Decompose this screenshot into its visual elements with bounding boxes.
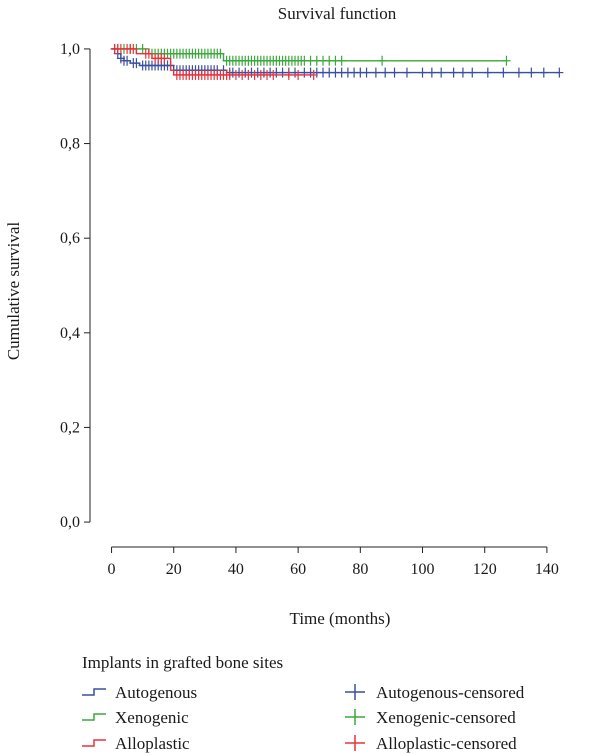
y-tick-label: 1,0 [60,41,80,58]
axes: 0,0 0,2 0,4 0,6 0,8 1,0 0 20 40 60 80 100 120 140 [60,41,559,578]
censor-mark [468,67,477,78]
censor-mark [527,67,536,78]
censor-mark [555,67,564,78]
censor-mark [144,48,153,59]
censor-mark [427,67,436,78]
censor-mark [371,67,380,78]
censor-mark [381,67,390,78]
legend: Autogenous Autogenous-censored Xenogenic Xe… [82,683,525,753]
x-tick-label: 40 [228,561,244,578]
legend-item: Xenogenic [82,708,189,727]
series-alloplastic [110,43,318,80]
censor-mark [458,67,467,78]
legend-item: Autogenous [82,683,197,702]
chart-title: Survival function [278,4,397,23]
legend-label: Autogenous-censored [376,683,525,702]
legend-label: Autogenous [115,683,197,702]
censor-mark [418,67,427,78]
censor-mark [123,55,132,66]
censor-mark [132,58,141,69]
legend-item: Alloplastic [82,734,190,753]
x-tick-label: 140 [535,561,559,578]
series-layer [110,43,564,80]
survival-curve-alloplastic [111,48,314,76]
x-tick-label: 120 [473,561,497,578]
x-tick-label: 80 [352,561,368,578]
censor-mark [216,48,225,59]
legend-line-swatch [82,713,106,721]
legend-item: Xenogenic-censored [345,708,516,727]
legend-item: Alloplastic-censored [345,734,517,753]
x-tick-label: 0 [108,561,116,578]
censor-mark [437,67,446,78]
censor-mark [309,69,318,80]
censor-mark [269,69,278,80]
censor-mark [502,55,511,66]
y-tick-label: 0,8 [60,136,80,153]
censor-mark [514,67,523,78]
censor-mark [483,67,492,78]
censor-mark [160,53,169,64]
y-tick-label: 0,0 [60,514,80,531]
censor-mark [539,67,548,78]
x-tick-label: 60 [290,561,306,578]
censor-mark [378,55,387,66]
legend-line-swatch [82,688,106,696]
legend-item: Autogenous-censored [345,683,525,702]
censor-mark [499,67,508,78]
series-xenogenic [111,43,511,66]
censor-mark [449,67,458,78]
x-axis-label: Time (months) [290,609,391,628]
legend-label: Alloplastic [115,734,190,753]
censor-mark [129,43,138,54]
legend-label: Alloplastic-censored [376,734,517,753]
legend-label: Xenogenic-censored [376,708,516,727]
censor-mark [402,67,411,78]
y-tick-label: 0,4 [60,325,80,342]
censor-mark [362,67,371,78]
legend-line-swatch [82,739,106,747]
x-tick-label: 100 [411,561,435,578]
y-axis-label: Cumulative survival [4,222,23,361]
censor-mark [294,69,303,80]
y-tick-label: 0,2 [60,419,80,436]
y-tick-label: 0,6 [60,230,80,247]
censor-mark [284,69,293,80]
censor-mark [390,67,399,78]
censor-mark [337,55,346,66]
legend-label: Xenogenic [115,708,189,727]
legend-title: Implants in grafted bone sites [82,653,283,672]
x-tick-label: 20 [166,561,182,578]
